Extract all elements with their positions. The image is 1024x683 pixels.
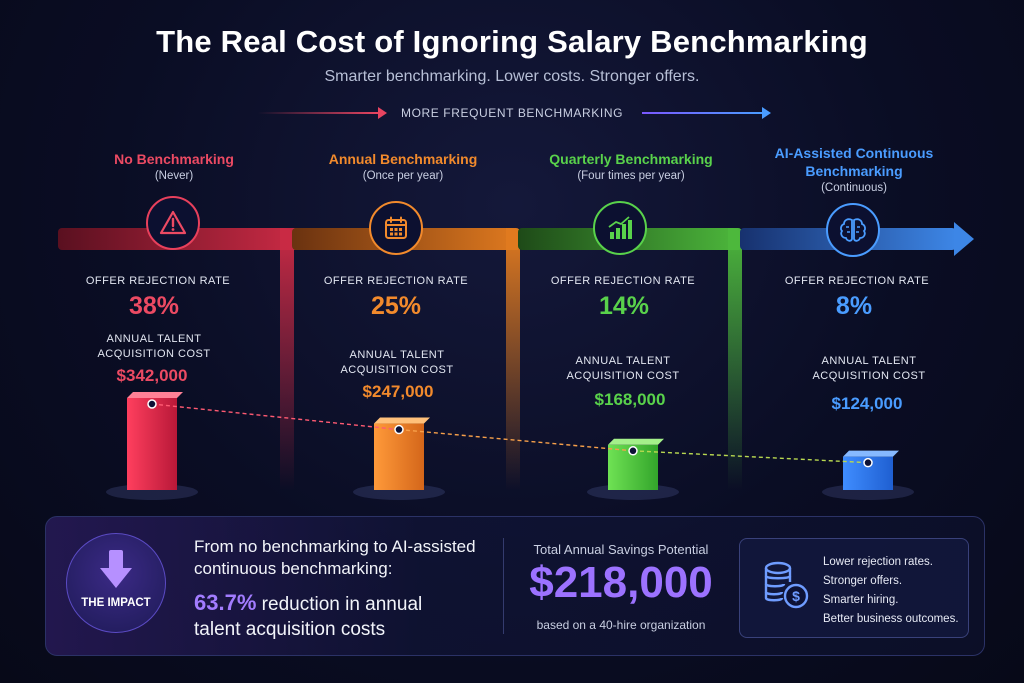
cost-bar-2 [374,423,424,490]
stage-2-cost-label: ANNUAL TALENT ACQUISITION COST [340,349,454,376]
trend-line-segment-1 [151,403,400,431]
impact-badge [66,533,166,633]
stage-2-cost: $247,000 [362,382,434,401]
trend-point-4 [863,457,873,468]
frequency-arrow-left [258,112,378,114]
frequency-label: MORE FREQUENT BENCHMARKING [400,106,624,120]
savings-note: based on a 40-hire organization [536,618,706,632]
stage-1-name: No Benchmarking [114,151,234,167]
stage-4-rejection-rate: 8% [835,292,873,320]
impact-line-1: From no benchmarking to AI-assisted [194,537,476,556]
stage-3-rejection-rate: 14% [598,292,650,320]
band-drop-green [728,228,742,490]
impact-reduction-text: reduction in annual [256,594,423,615]
impact-reduction-line-2: talent acquisition costs [194,619,386,640]
benefit-4: Better business outcomes. [823,613,959,625]
arrow-down-icon [100,550,132,588]
benefit-1: Lower rejection rates. [823,556,933,568]
band-drop-orange [506,228,520,490]
stage-2-rejection-label: OFFER REJECTION RATE [323,275,469,287]
stage-3-cost: $168,000 [594,390,666,409]
impact-line-2: continuous benchmarking: [194,559,393,578]
panel-divider [503,538,504,634]
svg-text:$: $ [792,588,800,604]
stage-3-cost-label: ANNUAL TALENT ACQUISITION COST [566,355,680,382]
stage-1-frequency: (Never) [154,170,194,182]
stage-3-name: Quarterly Benchmarking [549,151,713,167]
cost-bar-1 [127,398,177,490]
impact-reduction: 63.7% reduction in annual talent acquisi… [194,590,422,642]
band-arrow-head [954,222,974,256]
benefit-2: Stronger offers. [823,575,903,587]
impact-badge-label: THE IMPACT [81,597,151,609]
warning-icon [159,210,187,235]
frequency-arrow-left-head [378,107,387,119]
benefits-box [739,538,969,638]
trend-point-2 [394,424,404,435]
page-title: The Real Cost of Ignoring Salary Benchma… [156,24,868,59]
stage-3-frequency: (Four times per year) [577,170,685,182]
brain-icon [840,218,866,242]
stage-2-frequency: (Once per year) [362,170,444,182]
frequency-arrow-right-head [762,107,771,119]
trend-line-segment-3 [632,450,869,464]
stage-1-rejection-label: OFFER REJECTION RATE [85,275,231,287]
cost-bar-top-1 [127,392,183,398]
stage-1-icon-circle [146,196,200,250]
impact-reduction-percent: 63.7% [194,590,257,615]
cost-bar-top-3 [608,438,664,445]
stage-1-cost-label: ANNUAL TALENT ACQUISITION COST [97,333,211,360]
stage-4-frequency: (Continuous) [821,182,887,194]
stage-4-rejection-label: OFFER REJECTION RATE [784,275,930,287]
stage-2-name: Annual Benchmarking [328,151,478,167]
page-subtitle: Smarter benchmarking. Lower costs. Stron… [324,68,700,85]
cost-bar-top-4 [843,450,899,457]
stage-1-cost: $342,000 [116,366,188,385]
stage-4-cost-label: ANNUAL TALENT ACQUISITION COST [812,355,926,382]
stage-4-cost: $124,000 [831,394,903,413]
stage-2-rejection-rate: 25% [370,292,422,320]
stage-1-rejection-rate: 38% [128,292,180,320]
frequency-arrow-right [642,112,762,114]
stage-4-name: AI-Assisted Continuous Benchmarking [774,145,934,179]
band-drop-red [280,228,294,490]
trend-point-1 [147,399,157,409]
cost-bar-top-2 [374,417,430,424]
coins-dollar-icon: $ [764,561,809,609]
savings-label: Total Annual Savings Potential [533,542,709,557]
stage-3-rejection-label: OFFER REJECTION RATE [550,275,696,287]
stage-4-icon-circle [826,203,880,257]
impact-description: From no benchmarking to AI-assisted cont… [194,536,476,580]
trend-line-segment-2 [398,428,634,452]
benefit-3: Smarter hiring. [823,594,899,606]
bar-chart-icon [608,216,632,239]
stage-2-icon-circle [369,201,423,255]
calendar-icon [385,216,407,239]
trend-point-3 [628,446,638,456]
stage-3-icon-circle [593,201,647,255]
savings-value: $218,000 [529,558,713,607]
